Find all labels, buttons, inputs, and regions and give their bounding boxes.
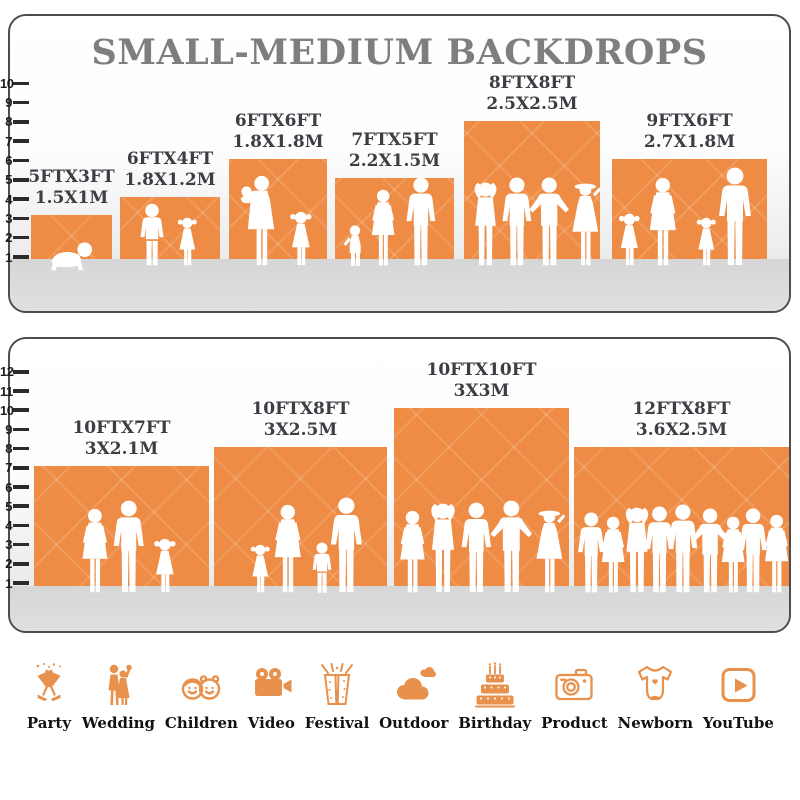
wedding-couple-icon: [95, 658, 141, 708]
person-silhouette-man: [402, 177, 440, 267]
backdrop-box-8x8: 8FTX8FT 2.5X2.5M: [464, 73, 600, 259]
backdrop-size-label: 7FTX5FT 2.2X1.5M: [348, 129, 441, 172]
ruler-tick: 12: [0, 364, 29, 380]
page-title: SMALL-MEDIUM BACKDROPS: [91, 32, 708, 73]
person-silhouette-girl: [286, 211, 316, 267]
youtube-play-icon: [715, 658, 761, 708]
floor-strip: [10, 259, 789, 311]
backdrop-size-label: 12FTX8FT 3.6X2.5M: [632, 398, 731, 441]
category-label: Wedding: [81, 714, 156, 732]
backdrop-size-label: 6FTX4FT 1.8X1.2M: [124, 148, 216, 191]
backdrop-size-label: 10FTX7FT 3X2.1M: [72, 417, 171, 460]
person-silhouette-womanhat: [563, 181, 608, 267]
category-product[interactable]: Product: [541, 658, 608, 732]
ruler-tick: 8: [0, 114, 29, 130]
category-label: Festival: [304, 714, 370, 732]
medium-backdrops-panel: 10FTX7FT 3X2.1M 10FTX8FT 3X2.5M 10FTX10FT 3…: [8, 337, 791, 633]
category-wedding[interactable]: Wedding: [82, 658, 155, 732]
backdrop-box-10x7: 10FTX7FT 3X2.1M: [34, 418, 209, 586]
person-silhouette-girl: [150, 538, 180, 594]
category-festival[interactable]: Festival: [304, 658, 370, 732]
ruler-tick: 5: [0, 498, 29, 514]
ruler-tick: 3: [0, 210, 29, 226]
ruler-tick: 4: [0, 191, 29, 207]
backdrop-box-6x6: 6FTX6FT 1.8X1.8M: [229, 111, 327, 259]
children-faces-icon: [178, 658, 224, 708]
party-glasses-icon: [26, 658, 72, 708]
backdrop-size-label: 5FTX3FT 1.5X1M: [28, 166, 115, 209]
ruler-tick: 10: [0, 75, 29, 91]
category-label: Party: [26, 714, 72, 732]
person-silhouette-woman: [76, 508, 114, 594]
ruler-tick: 1: [0, 249, 29, 265]
category-label: Outdoor: [379, 714, 449, 732]
person-silhouette-womanhat: [527, 508, 572, 594]
ruler-tick: 9: [0, 421, 29, 437]
category-label: YouTube: [702, 714, 774, 732]
backdrop-box-12x8: 12FTX8FT 3.6X2.5M: [574, 399, 789, 586]
category-label: Newborn: [617, 714, 694, 732]
backdrop-size-label: 9FTX6FT 2.7X1.8M: [643, 110, 736, 153]
small-backdrops-panel: SMALL-MEDIUM BACKDROPS 5FTX3FT 1.5X1M 6FT…: [8, 14, 791, 313]
ruler-tick: 1: [0, 575, 29, 591]
ruler-tick: 4: [0, 517, 29, 533]
person-silhouette-baby: [46, 241, 93, 271]
ruler-tick: 11: [0, 383, 29, 399]
baby-onesie-icon: [632, 658, 678, 708]
person-silhouette-man: [109, 500, 148, 594]
category-row: Party Wedding: [0, 658, 800, 732]
floor-strip: [10, 586, 789, 631]
person-silhouette-womanbaby: [235, 175, 281, 267]
category-party[interactable]: Party: [26, 658, 72, 732]
ruler-tick: 6: [0, 153, 29, 169]
backdrop-box-5x3: 5FTX3FT 1.5X1M: [28, 167, 115, 259]
ruler-tick: 9: [0, 95, 29, 111]
category-children[interactable]: Children: [165, 658, 238, 732]
category-youtube[interactable]: YouTube: [703, 658, 774, 732]
ruler-tick: 8: [0, 441, 29, 457]
person-silhouette-boy: [136, 203, 168, 267]
category-outdoor[interactable]: Outdoor: [379, 658, 448, 732]
backdrop-box-7x5: 7FTX5FT 2.2X1.5M: [335, 130, 454, 259]
clouds-icon: [391, 658, 437, 708]
backdrop-size-label: 10FTX8FT 3X2.5M: [251, 398, 350, 441]
backdrop-box-10x10: 10FTX10FT 3X3M: [394, 360, 569, 586]
category-label: Video: [247, 714, 295, 732]
category-video[interactable]: Video: [248, 658, 295, 732]
category-label: Birthday: [458, 714, 532, 732]
ruler-tick: 10: [0, 402, 29, 418]
ruler-tick: 3: [0, 537, 29, 553]
photo-camera-icon: [551, 658, 597, 708]
person-silhouette-toddler: [342, 225, 366, 267]
person-silhouette-girl: [615, 213, 644, 267]
gift-box-icon: [314, 658, 360, 708]
ruler-tick: 7: [0, 460, 29, 476]
person-silhouette-girl: [174, 217, 201, 267]
ruler-tick: 5: [0, 172, 29, 188]
person-silhouette-woman: [268, 504, 308, 594]
backdrop-size-label: 8FTX8FT 2.5X2.5M: [486, 72, 578, 115]
person-silhouette-man: [326, 497, 367, 594]
backdrop-box-6x4: 6FTX4FT 1.8X1.2M: [120, 149, 220, 259]
backdrop-size-label: 10FTX10FT 3X3M: [426, 359, 537, 402]
birthday-cake-icon: [472, 658, 518, 708]
ruler-tick: 6: [0, 479, 29, 495]
category-newborn[interactable]: Newborn: [618, 658, 693, 732]
backdrop-box-9x6: 9FTX6FT 2.7X1.8M: [612, 111, 767, 259]
backdrop-box-10x8: 10FTX8FT 3X2.5M: [214, 399, 387, 586]
ruler-tick: 7: [0, 133, 29, 149]
ruler-tick: 2: [0, 556, 29, 572]
person-silhouette-woman: [759, 514, 791, 594]
backdrop-size-label: 6FTX6FT 1.8X1.8M: [232, 110, 324, 153]
film-camera-icon: [248, 658, 294, 708]
person-silhouette-woman: [643, 177, 683, 267]
category-label: Children: [164, 714, 238, 732]
category-label: Product: [541, 714, 608, 732]
category-birthday[interactable]: Birthday: [458, 658, 531, 732]
ruler-tick: 2: [0, 230, 29, 246]
person-silhouette-woman: [366, 189, 400, 267]
person-silhouette-man: [714, 167, 756, 267]
